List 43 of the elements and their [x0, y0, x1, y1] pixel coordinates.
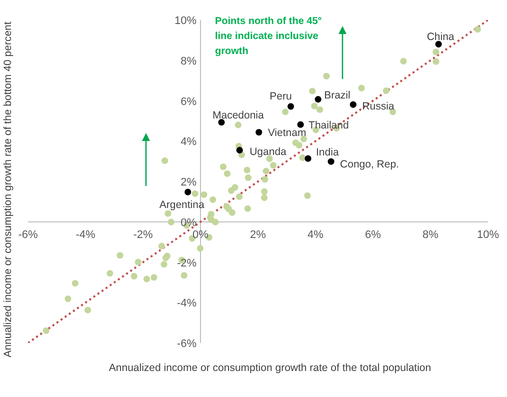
- x-tick-label: -6%: [18, 228, 38, 241]
- annotation: China: [426, 31, 454, 44]
- y-tick-label: 0%: [180, 216, 197, 229]
- x-tick-label: 0%: [192, 228, 209, 241]
- annotation: Points north of the 45° line indicate inclusive growth: [215, 15, 323, 59]
- y-tick-label: -6%: [176, 338, 197, 350]
- y-tick-label: 8%: [180, 55, 197, 68]
- point: [328, 158, 334, 165]
- x-tick-label: 4%: [308, 228, 324, 241]
- annotation: Macedonia: [212, 109, 264, 122]
- x-axis-title: Annualized income or consumption growth rate of the total population: [108, 362, 432, 374]
- annotation: Vietnam: [268, 127, 306, 140]
- point: [184, 188, 192, 196]
- y-tick-label: -4%: [176, 298, 197, 310]
- point: [218, 119, 225, 126]
- annotation: Congo, Rep.: [340, 158, 399, 171]
- point: [304, 155, 312, 162]
- point: [350, 101, 356, 108]
- point: [256, 128, 262, 136]
- point: [236, 146, 243, 154]
- y-tick-label: 2%: [180, 176, 197, 188]
- point: [435, 40, 442, 48]
- y-axis-title: Annualized income or consumption growth rate of the bottom 40 percent: [2, 22, 14, 358]
- y-tick-label: 10%: [174, 15, 197, 27]
- annotation: Russia: [362, 100, 394, 113]
- point: [314, 96, 322, 103]
- y-tick-label: 6%: [180, 96, 197, 108]
- x-tick-label: 6%: [365, 228, 382, 241]
- x-tick-label: -2%: [133, 228, 153, 241]
- x-tick-label: 10%: [476, 228, 500, 241]
- annotation: Brazil: [324, 89, 350, 102]
- annotation: Argentina: [159, 198, 204, 211]
- annotation: Peru: [270, 90, 292, 102]
- annotation: India: [316, 146, 339, 158]
- x-tick-label: -4%: [76, 228, 96, 241]
- x-tick-label: 8%: [422, 228, 439, 241]
- y-tick-label: -2%: [176, 257, 197, 270]
- y-tick-label: 4%: [180, 136, 197, 148]
- point: [297, 121, 304, 128]
- annotation: Thailand: [308, 120, 349, 132]
- x-tick-label: 2%: [250, 228, 266, 241]
- annotation: Uganda: [250, 146, 287, 158]
- point: [287, 103, 294, 110]
